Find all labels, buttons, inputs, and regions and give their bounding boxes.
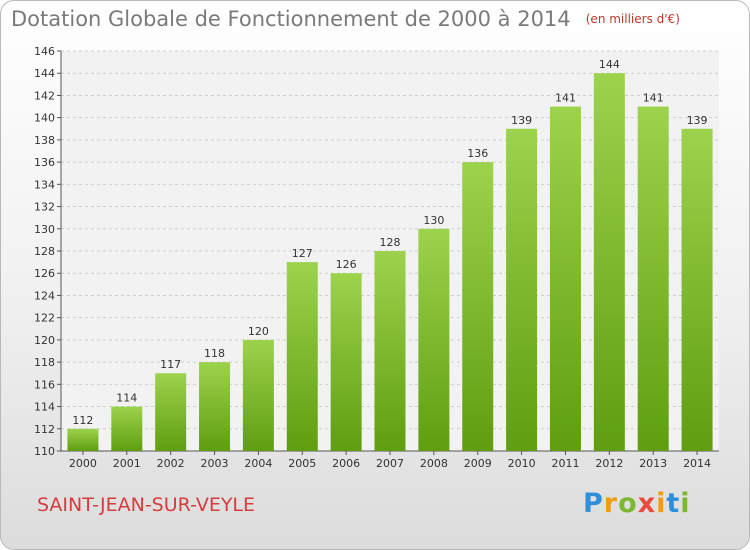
- data-label: 141: [555, 92, 576, 105]
- bar: [637, 106, 669, 452]
- bar: [549, 106, 581, 452]
- y-tick-label: 134: [34, 178, 55, 191]
- x-tick-label: 2003: [201, 457, 229, 470]
- x-tick-label: 2001: [113, 457, 141, 470]
- bar: [111, 406, 143, 451]
- bar: [286, 262, 318, 451]
- bar: [506, 128, 538, 451]
- data-label: 139: [687, 114, 708, 127]
- proxiti-logo: Proxiti: [583, 488, 691, 519]
- y-tick-label: 114: [34, 401, 55, 414]
- y-tick-label: 122: [34, 312, 55, 325]
- data-label: 128: [380, 236, 401, 249]
- bar: [330, 273, 362, 451]
- bar: [155, 373, 187, 451]
- x-tick-label: 2006: [332, 457, 360, 470]
- y-tick-label: 120: [34, 334, 55, 347]
- data-label: 139: [511, 114, 532, 127]
- x-tick-label: 2007: [376, 457, 404, 470]
- x-tick-label: 2008: [420, 457, 448, 470]
- logo-letter: i: [656, 488, 667, 519]
- bar: [242, 339, 274, 451]
- y-tick-label: 128: [34, 245, 55, 258]
- town-name: SAINT-JEAN-SUR-VEYLE: [37, 494, 256, 516]
- x-tick-label: 2000: [69, 457, 97, 470]
- y-tick-label: 140: [34, 112, 55, 125]
- x-tick-label: 2014: [683, 457, 711, 470]
- x-tick-label: 2011: [551, 457, 579, 470]
- unit-note: (en milliers d'€): [585, 12, 680, 26]
- bar: [593, 73, 625, 451]
- y-tick-label: 132: [34, 201, 55, 214]
- y-tick-label: 144: [34, 67, 55, 80]
- y-tick-label: 124: [34, 289, 55, 302]
- data-label: 112: [72, 414, 93, 427]
- logo-letter: o: [618, 488, 638, 519]
- bar: [462, 162, 494, 451]
- data-label: 136: [467, 147, 488, 160]
- bar: [199, 362, 231, 451]
- x-tick-label: 2009: [464, 457, 492, 470]
- logo-letter: r: [603, 488, 619, 519]
- y-tick-label: 138: [34, 134, 55, 147]
- y-tick-label: 130: [34, 223, 55, 236]
- data-label: 126: [336, 258, 357, 271]
- x-tick-label: 2005: [288, 457, 316, 470]
- data-label: 141: [643, 92, 664, 105]
- x-tick-label: 2012: [595, 457, 623, 470]
- data-label: 117: [160, 358, 181, 371]
- y-tick-label: 142: [34, 89, 55, 102]
- y-tick-label: 110: [34, 445, 55, 458]
- chart-title: Dotation Globale de Fonctionnement de 20…: [11, 7, 571, 31]
- y-tick-label: 136: [34, 156, 55, 169]
- data-label: 118: [204, 347, 225, 360]
- x-tick-label: 2004: [244, 457, 272, 470]
- data-label: 127: [292, 247, 313, 260]
- bar: [418, 228, 450, 451]
- y-tick-label: 146: [34, 45, 55, 58]
- logo-letter: x: [637, 488, 657, 519]
- bar: [681, 128, 713, 451]
- bar: [374, 251, 406, 451]
- y-tick-label: 118: [34, 356, 55, 369]
- x-tick-label: 2010: [508, 457, 536, 470]
- data-label: 120: [248, 325, 269, 338]
- x-tick-label: 2002: [157, 457, 185, 470]
- y-tick-label: 112: [34, 423, 55, 436]
- data-label: 114: [116, 392, 137, 405]
- x-tick-label: 2013: [639, 457, 667, 470]
- data-label: 144: [599, 58, 620, 71]
- data-label: 130: [423, 214, 444, 227]
- logo-letter: t: [666, 488, 681, 519]
- logo-letter: P: [583, 488, 604, 519]
- title-row: Dotation Globale de Fonctionnement de 20…: [11, 7, 680, 31]
- y-tick-label: 116: [34, 378, 55, 391]
- y-tick-label: 126: [34, 267, 55, 280]
- bar: [67, 428, 99, 451]
- logo-letter: i: [680, 488, 691, 519]
